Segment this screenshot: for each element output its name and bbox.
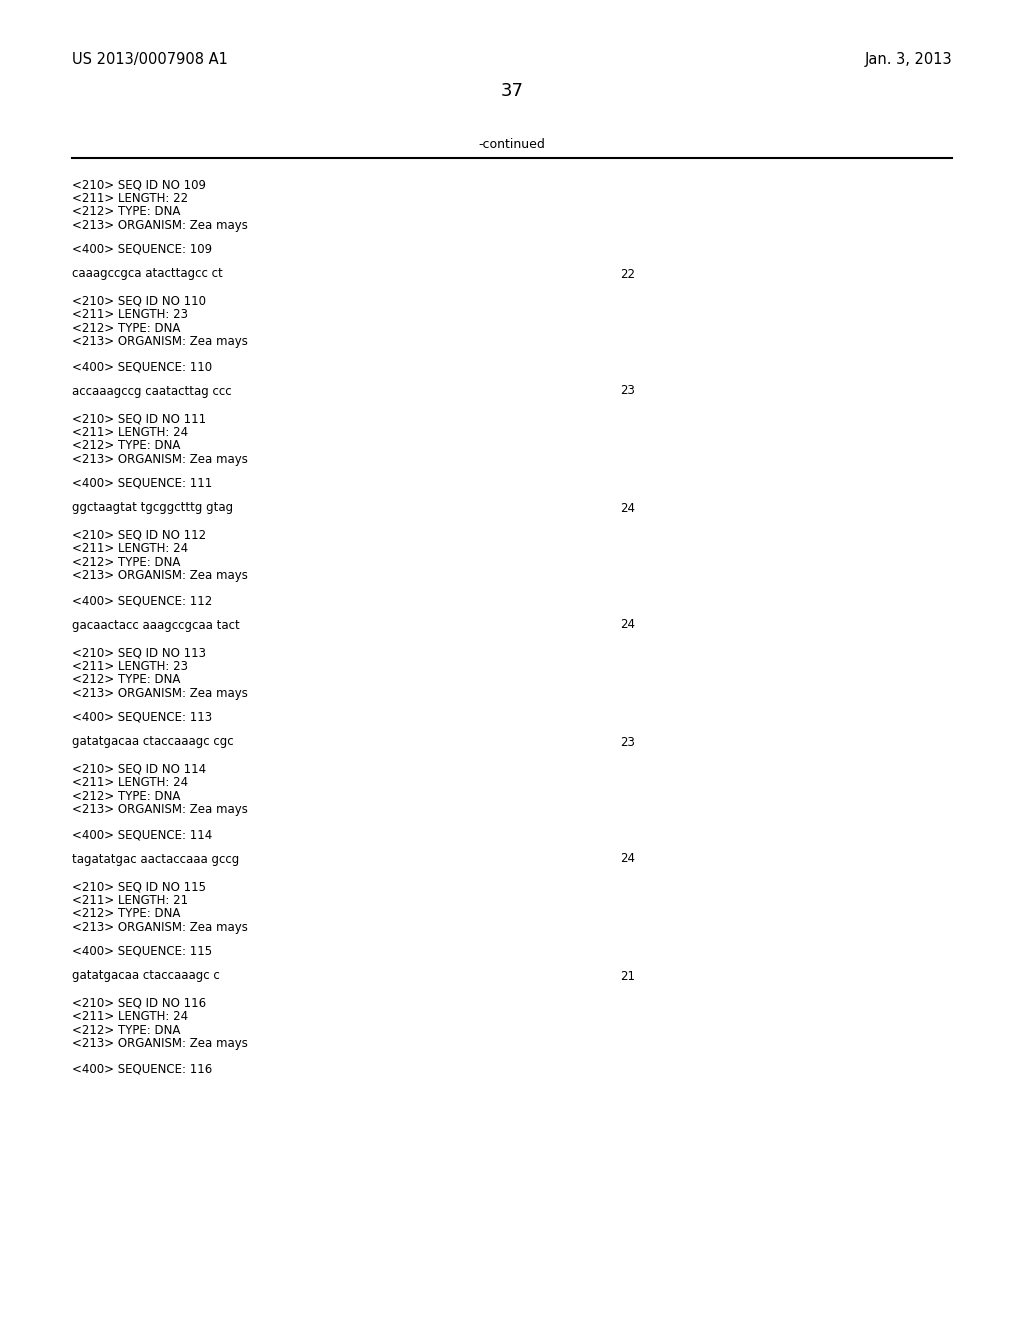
Text: <211> LENGTH: 24: <211> LENGTH: 24 xyxy=(72,1011,188,1023)
Text: <210> SEQ ID NO 112: <210> SEQ ID NO 112 xyxy=(72,529,206,543)
Text: <212> TYPE: DNA: <212> TYPE: DNA xyxy=(72,556,180,569)
Text: US 2013/0007908 A1: US 2013/0007908 A1 xyxy=(72,51,228,67)
Text: Jan. 3, 2013: Jan. 3, 2013 xyxy=(864,51,952,67)
Text: <213> ORGANISM: Zea mays: <213> ORGANISM: Zea mays xyxy=(72,219,248,231)
Text: <212> TYPE: DNA: <212> TYPE: DNA xyxy=(72,789,180,803)
Text: <210> SEQ ID NO 111: <210> SEQ ID NO 111 xyxy=(72,412,206,425)
Text: <210> SEQ ID NO 109: <210> SEQ ID NO 109 xyxy=(72,178,206,191)
Text: <213> ORGANISM: Zea mays: <213> ORGANISM: Zea mays xyxy=(72,453,248,466)
Text: tagatatgac aactaccaaa gccg: tagatatgac aactaccaaa gccg xyxy=(72,853,240,866)
Text: <211> LENGTH: 23: <211> LENGTH: 23 xyxy=(72,309,188,322)
Text: 23: 23 xyxy=(620,384,635,397)
Text: <211> LENGTH: 24: <211> LENGTH: 24 xyxy=(72,776,188,789)
Text: <400> SEQUENCE: 111: <400> SEQUENCE: 111 xyxy=(72,477,212,490)
Text: 21: 21 xyxy=(620,969,635,982)
Text: <400> SEQUENCE: 115: <400> SEQUENCE: 115 xyxy=(72,945,212,958)
Text: <400> SEQUENCE: 109: <400> SEQUENCE: 109 xyxy=(72,243,212,256)
Text: caaagccgca atacttagcc ct: caaagccgca atacttagcc ct xyxy=(72,268,223,281)
Text: ggctaagtat tgcggctttg gtag: ggctaagtat tgcggctttg gtag xyxy=(72,502,233,515)
Text: accaaagccg caatacttag ccc: accaaagccg caatacttag ccc xyxy=(72,384,231,397)
Text: <212> TYPE: DNA: <212> TYPE: DNA xyxy=(72,907,180,920)
Text: <213> ORGANISM: Zea mays: <213> ORGANISM: Zea mays xyxy=(72,686,248,700)
Text: 23: 23 xyxy=(620,735,635,748)
Text: gacaactacc aaagccgcaa tact: gacaactacc aaagccgcaa tact xyxy=(72,619,240,631)
Text: 24: 24 xyxy=(620,619,635,631)
Text: <400> SEQUENCE: 116: <400> SEQUENCE: 116 xyxy=(72,1063,212,1074)
Text: <212> TYPE: DNA: <212> TYPE: DNA xyxy=(72,673,180,686)
Text: <211> LENGTH: 24: <211> LENGTH: 24 xyxy=(72,425,188,438)
Text: 22: 22 xyxy=(620,268,635,281)
Text: gatatgacaa ctaccaaagc cgc: gatatgacaa ctaccaaagc cgc xyxy=(72,735,233,748)
Text: 24: 24 xyxy=(620,502,635,515)
Text: <211> LENGTH: 24: <211> LENGTH: 24 xyxy=(72,543,188,556)
Text: <211> LENGTH: 21: <211> LENGTH: 21 xyxy=(72,894,188,907)
Text: <212> TYPE: DNA: <212> TYPE: DNA xyxy=(72,322,180,335)
Text: <213> ORGANISM: Zea mays: <213> ORGANISM: Zea mays xyxy=(72,804,248,817)
Text: <210> SEQ ID NO 115: <210> SEQ ID NO 115 xyxy=(72,880,206,894)
Text: <212> TYPE: DNA: <212> TYPE: DNA xyxy=(72,205,180,218)
Text: <400> SEQUENCE: 113: <400> SEQUENCE: 113 xyxy=(72,711,212,723)
Text: <400> SEQUENCE: 110: <400> SEQUENCE: 110 xyxy=(72,360,212,374)
Text: <212> TYPE: DNA: <212> TYPE: DNA xyxy=(72,1024,180,1038)
Text: <213> ORGANISM: Zea mays: <213> ORGANISM: Zea mays xyxy=(72,569,248,582)
Text: <213> ORGANISM: Zea mays: <213> ORGANISM: Zea mays xyxy=(72,920,248,933)
Text: <400> SEQUENCE: 112: <400> SEQUENCE: 112 xyxy=(72,594,212,607)
Text: <211> LENGTH: 22: <211> LENGTH: 22 xyxy=(72,191,188,205)
Text: <210> SEQ ID NO 114: <210> SEQ ID NO 114 xyxy=(72,763,206,776)
Text: <212> TYPE: DNA: <212> TYPE: DNA xyxy=(72,440,180,451)
Text: 37: 37 xyxy=(501,82,523,100)
Text: <210> SEQ ID NO 110: <210> SEQ ID NO 110 xyxy=(72,294,206,308)
Text: <213> ORGANISM: Zea mays: <213> ORGANISM: Zea mays xyxy=(72,1038,248,1051)
Text: <211> LENGTH: 23: <211> LENGTH: 23 xyxy=(72,660,188,672)
Text: <213> ORGANISM: Zea mays: <213> ORGANISM: Zea mays xyxy=(72,335,248,348)
Text: <210> SEQ ID NO 113: <210> SEQ ID NO 113 xyxy=(72,645,206,659)
Text: <210> SEQ ID NO 116: <210> SEQ ID NO 116 xyxy=(72,997,206,1010)
Text: 24: 24 xyxy=(620,853,635,866)
Text: -continued: -continued xyxy=(478,139,546,150)
Text: gatatgacaa ctaccaaagc c: gatatgacaa ctaccaaagc c xyxy=(72,969,220,982)
Text: <400> SEQUENCE: 114: <400> SEQUENCE: 114 xyxy=(72,828,212,841)
